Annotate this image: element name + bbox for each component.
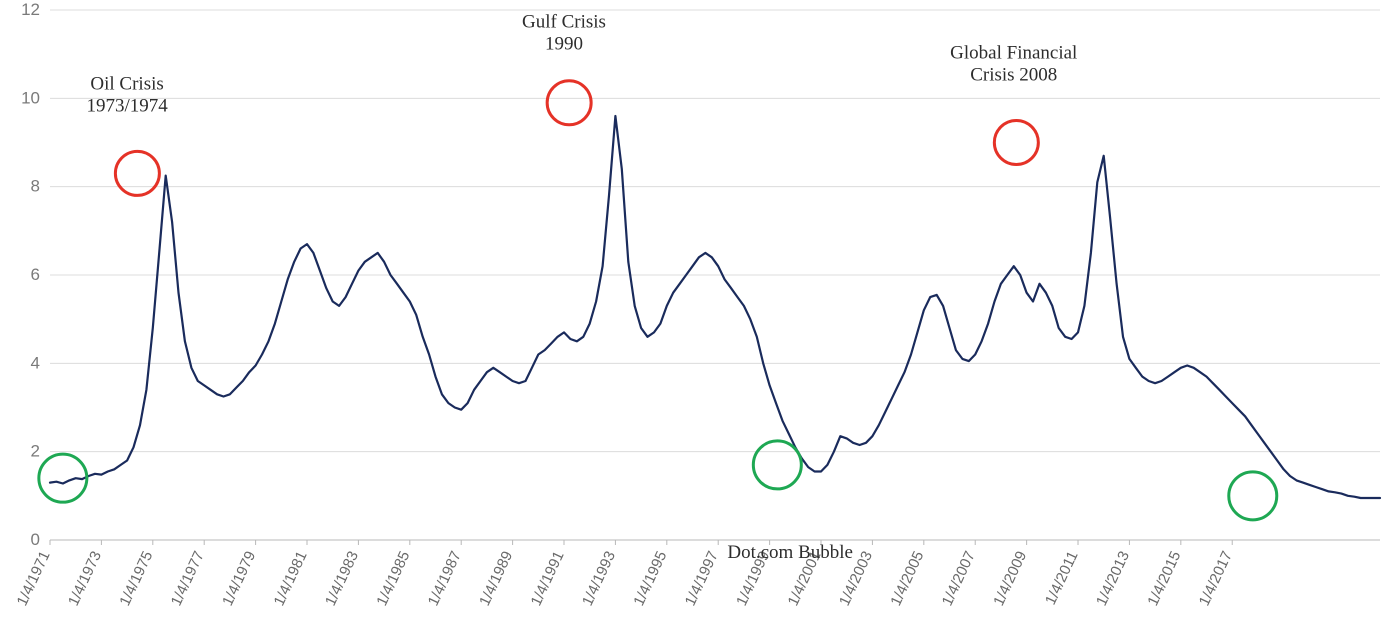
x-axis-label: 1/4/2011 — [1042, 549, 1082, 608]
x-axis-label: 1/4/2017 — [1196, 549, 1236, 609]
x-axis-label: 1/4/1983 — [322, 549, 362, 609]
y-axis-label: 6 — [31, 265, 40, 284]
y-axis-label: 0 — [31, 530, 40, 549]
x-axis-label: 1/4/2005 — [887, 549, 927, 609]
y-axis-label: 12 — [21, 0, 40, 19]
x-axis-label: 1/4/1987 — [425, 549, 465, 609]
y-axis-label: 10 — [21, 88, 40, 107]
annotation-circle-dotcom — [753, 441, 801, 489]
x-axis-label: 1/4/1993 — [579, 549, 619, 609]
x-axis-label: 1/4/1977 — [168, 549, 208, 609]
x-axis-label: 1/4/1995 — [630, 549, 670, 609]
x-axis-label: 1/4/1981 — [271, 549, 311, 609]
x-axis-label: 1/4/1989 — [476, 549, 516, 609]
annotation-circle-end-low — [1229, 472, 1277, 520]
x-axis-label: 1/4/2009 — [990, 549, 1030, 609]
annotation-label-gulf-crisis: 1990 — [545, 34, 583, 55]
x-axis-label: 1/4/1971 — [14, 549, 54, 609]
chart-container: 0 2 4 6 8 10 12 1/4/1971 1/4/1973 1/4/1975 1/4/197… — [0, 0, 1400, 630]
y-axis-label: 4 — [31, 353, 40, 372]
x-axis-label: 1/4/2013 — [1093, 549, 1133, 609]
annotation-label-gulf-crisis: Gulf Crisis — [522, 12, 606, 33]
annotation-label-oil-crisis: Oil Crisis — [90, 74, 163, 95]
data-series — [50, 116, 1380, 498]
x-axis-label: 1/4/2007 — [939, 549, 979, 609]
x-axis-label: 1/4/1985 — [373, 549, 413, 609]
annotation-label-gfc: Crisis 2008 — [970, 65, 1057, 86]
x-axis-label: 1/4/1975 — [116, 549, 156, 609]
x-axis-label: 1/4/1973 — [65, 549, 105, 609]
annotation-label-oil-crisis: 1973/1974 — [86, 96, 168, 117]
annotation-circle-gulf-crisis — [547, 81, 591, 125]
annotation-label-gfc: Global Financial — [950, 43, 1077, 64]
y-axis-label: 8 — [31, 177, 40, 196]
x-axis-label: 1/4/1979 — [219, 549, 259, 609]
annotation-circle-gfc — [994, 121, 1038, 165]
x-axis-label: 1/4/2015 — [1144, 549, 1184, 609]
annotation-label-dotcom: Dot.com Bubble — [727, 542, 853, 563]
x-axis-label: 1/4/1991 — [528, 549, 568, 609]
y-axis-label: 2 — [31, 442, 40, 461]
line-chart: 0 2 4 6 8 10 12 1/4/1971 1/4/1973 1/4/1975 1/4/197… — [0, 0, 1400, 630]
x-axis-label: 1/4/1997 — [682, 549, 722, 609]
annotation-circle-oil-crisis — [115, 151, 159, 195]
